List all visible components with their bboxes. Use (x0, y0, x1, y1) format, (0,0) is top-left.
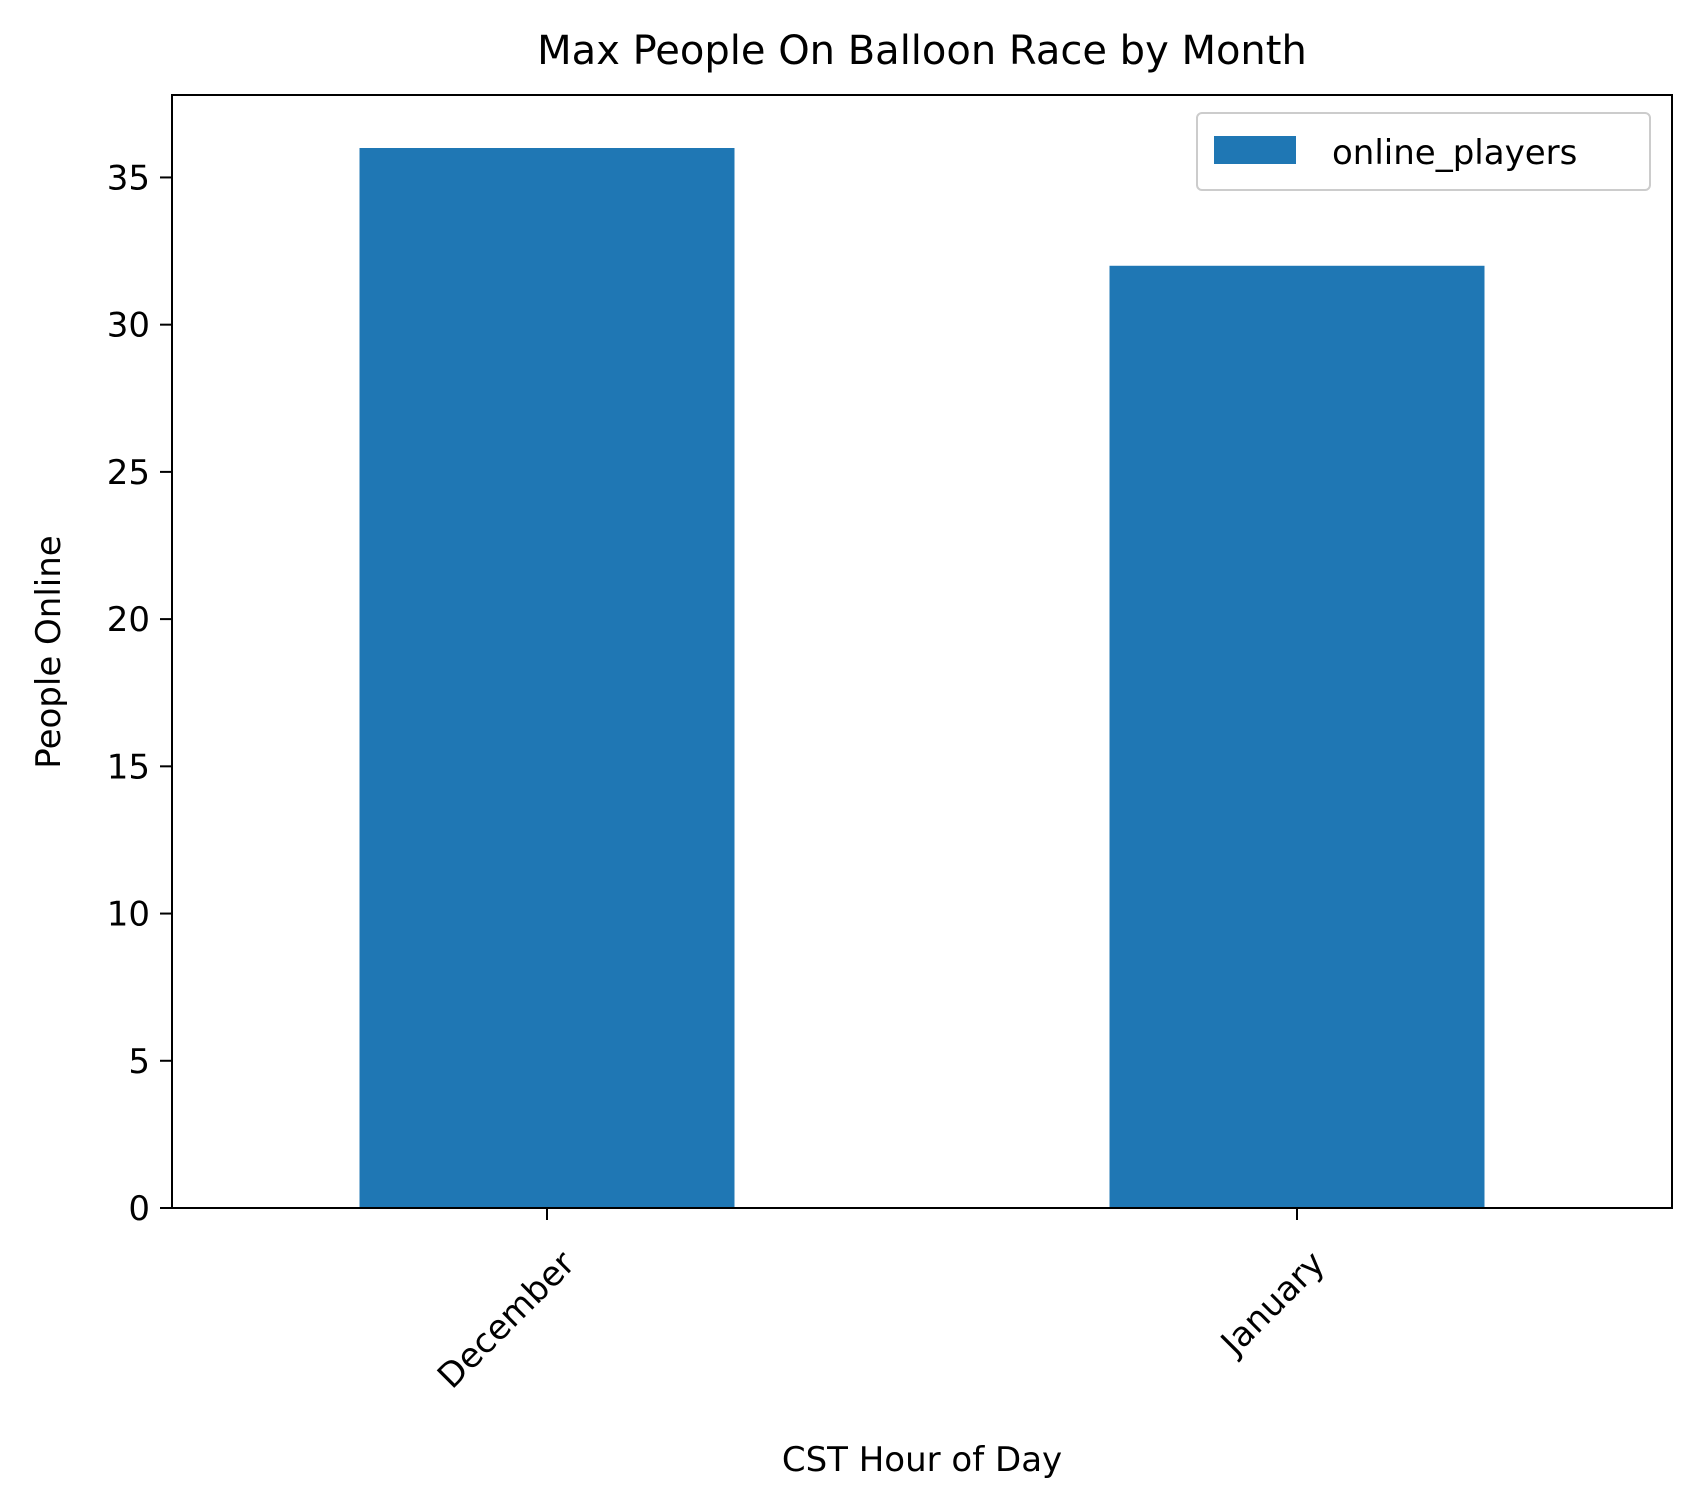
bar-december (359, 148, 735, 1208)
legend: online_players (1196, 112, 1651, 191)
y-axis: 0 5 10 15 20 25 30 35 (107, 158, 172, 1229)
legend-frame (1196, 112, 1651, 191)
legend-label: online_players (1332, 133, 1577, 173)
legend-swatch (1214, 136, 1296, 164)
bars-layer (359, 148, 1485, 1208)
y-tick-label: 35 (107, 158, 150, 198)
y-axis-label: People Online (29, 535, 69, 768)
y-tick-label: 10 (107, 895, 150, 935)
y-tick-label: 15 (107, 747, 150, 787)
y-tick-label: 25 (107, 453, 150, 493)
x-axis-label: CST Hour of Day (782, 1440, 1062, 1480)
y-tick-label: 0 (128, 1189, 150, 1229)
y-tick-label: 20 (107, 600, 150, 640)
chart-title: Max People On Balloon Race by Month (537, 28, 1307, 74)
bar-january (1109, 265, 1485, 1208)
plot-frame (171, 94, 1673, 1209)
y-tick-label: 30 (107, 306, 150, 346)
y-tick-label: 5 (128, 1042, 150, 1082)
